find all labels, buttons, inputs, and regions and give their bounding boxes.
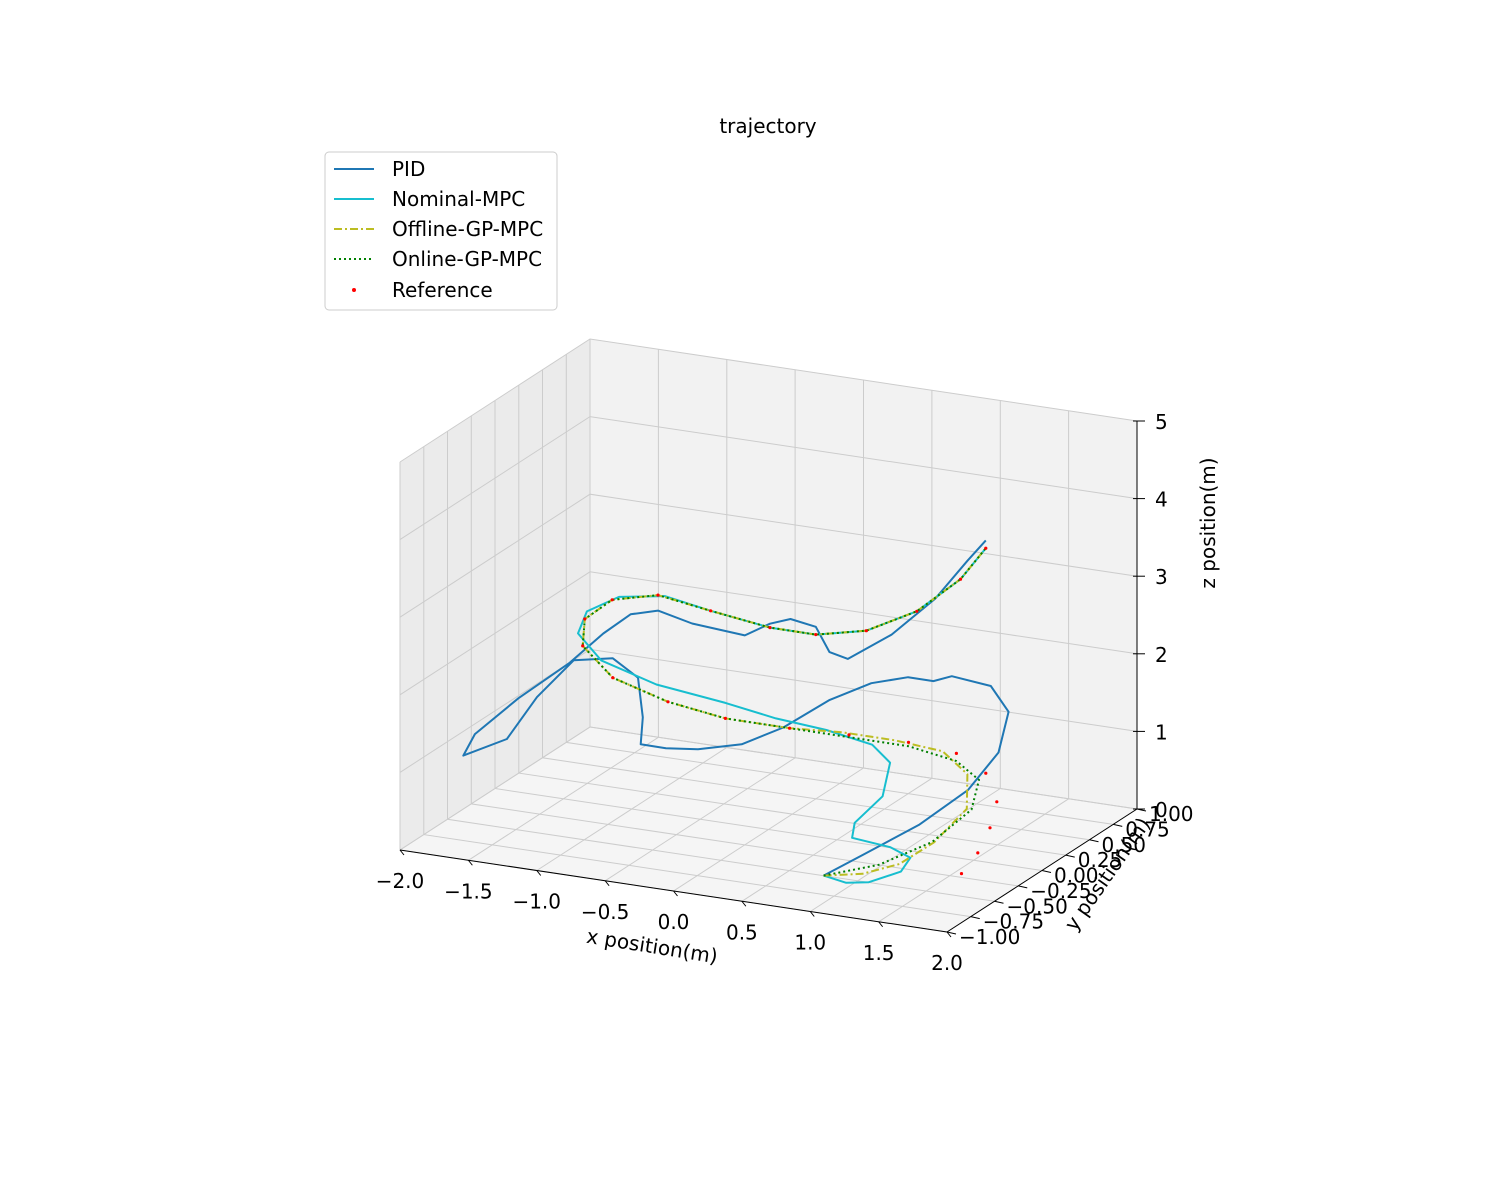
reference-point <box>976 851 980 855</box>
y-tick-label: 1.00 <box>1149 802 1194 826</box>
legend-label-online-gp-mpc: Online-GP-MPC <box>392 247 542 271</box>
grid-line-z <box>399 648 1138 773</box>
axes-panes <box>400 339 1137 932</box>
x-tick-label: −1.0 <box>512 890 561 914</box>
grid-line-z <box>399 416 1138 541</box>
legend-swatch-reference <box>352 288 356 292</box>
series-reference <box>581 546 999 876</box>
z-tick-label: 0 <box>1155 798 1168 822</box>
x-tick-label: 1.0 <box>794 931 826 955</box>
reference-point <box>984 546 988 550</box>
y-tick-label: 0.50 <box>1102 833 1147 857</box>
legend-label-pid: PID <box>392 157 425 181</box>
reference-point <box>988 826 992 830</box>
z-tick-label: 4 <box>1155 488 1168 512</box>
z-tick-label: 3 <box>1155 565 1168 589</box>
grid-line-z <box>399 571 1138 696</box>
reference-point <box>611 676 615 680</box>
tick-marks: −2.0 −1.5 −1.0 −0.5 0.0 0.5 1.0 1.5 2.0−1.00−0.7… <box>376 410 1194 975</box>
x-tick-label: −2.0 <box>376 869 425 893</box>
y-tick-mark <box>1041 870 1052 873</box>
x-tick-label: 2.0 <box>931 951 963 975</box>
grid-line-z <box>399 726 1138 851</box>
legend-label-offline-gp-mpc: Offline-GP-MPC <box>392 217 543 241</box>
x-axis-label: x position(m) <box>585 924 720 968</box>
reference-point <box>709 609 713 613</box>
y-tick-mark <box>970 916 980 920</box>
reference-point <box>995 800 999 804</box>
reference-point <box>906 740 911 744</box>
y-tick-label: −1.00 <box>959 925 1020 949</box>
reference-point <box>583 617 587 621</box>
y-tick-label: 0.75 <box>1125 817 1170 841</box>
x-tick-mark <box>809 911 815 917</box>
reference-point <box>954 751 959 756</box>
y-tick-mark <box>946 931 957 935</box>
reference-point <box>666 700 670 704</box>
y-tick-mark <box>1065 854 1075 858</box>
reference-point <box>847 733 851 737</box>
chart-title: trajectory <box>719 114 816 138</box>
reference-point <box>958 577 963 581</box>
legend-entry-reference: Reference <box>352 278 493 302</box>
x-tick-mark <box>878 921 884 928</box>
x-tick-mark <box>467 859 473 866</box>
y-tick-label: 0.25 <box>1078 848 1123 872</box>
reference-point <box>768 626 772 630</box>
z-tick-label: 2 <box>1155 643 1168 667</box>
y-tick-label: −0.75 <box>983 910 1044 934</box>
z-axis-label: z position(m) <box>1196 457 1220 588</box>
y-tick-mark <box>1089 839 1099 843</box>
x-tick-mark <box>741 900 747 907</box>
x-tick-label: 0.0 <box>658 910 690 934</box>
reference-point <box>723 716 728 721</box>
legend-label-nominal-mpc: Nominal-MPC <box>392 187 525 211</box>
grid-line-z <box>399 338 1138 463</box>
z-tick-label: 1 <box>1155 720 1168 744</box>
y-tick-mark <box>994 900 1004 904</box>
reference-point <box>581 644 585 648</box>
z-tick-label: 5 <box>1155 410 1168 434</box>
reference-point <box>610 598 614 602</box>
grid-line-z <box>399 493 1138 618</box>
reference-point <box>656 593 660 597</box>
x-tick-label: −1.5 <box>444 879 493 903</box>
y-tick-mark <box>1018 885 1028 889</box>
x-tick-mark <box>946 931 952 938</box>
x-tick-mark <box>673 890 678 897</box>
series-line-pid <box>462 539 1010 877</box>
legend-entry-pid: PID <box>334 157 425 181</box>
legend-entry-online-gp-mpc: Online-GP-MPC <box>334 247 542 271</box>
reference-point <box>959 872 964 876</box>
y-tick-mark <box>1113 823 1123 827</box>
legend-entry-offline-gp-mpc: Offline-GP-MPC <box>334 217 543 241</box>
reference-point <box>864 629 868 633</box>
legend-entry-nominal-mpc: Nominal-MPC <box>334 187 525 211</box>
legend: PID Nominal-MPC Offline-GP-MPC Online-GP… <box>324 151 558 311</box>
y-tick-label: −0.50 <box>1007 894 1068 918</box>
legend-label-reference: Reference <box>392 278 493 302</box>
x-tick-label: 0.5 <box>726 920 758 944</box>
y-tick-label: −0.25 <box>1030 879 1091 903</box>
reference-point <box>814 633 818 637</box>
reference-point <box>915 609 919 613</box>
data-series <box>462 539 1010 884</box>
reference-point <box>984 771 988 775</box>
x-tick-mark <box>399 849 405 856</box>
x-tick-mark <box>604 880 610 887</box>
y-tick-label: 0.00 <box>1054 864 1099 888</box>
x-tick-label: 1.5 <box>863 941 895 965</box>
x-tick-mark <box>536 870 542 876</box>
x-tick-label: −0.5 <box>581 900 630 924</box>
reference-point <box>788 726 792 730</box>
legend-frame <box>324 151 558 311</box>
